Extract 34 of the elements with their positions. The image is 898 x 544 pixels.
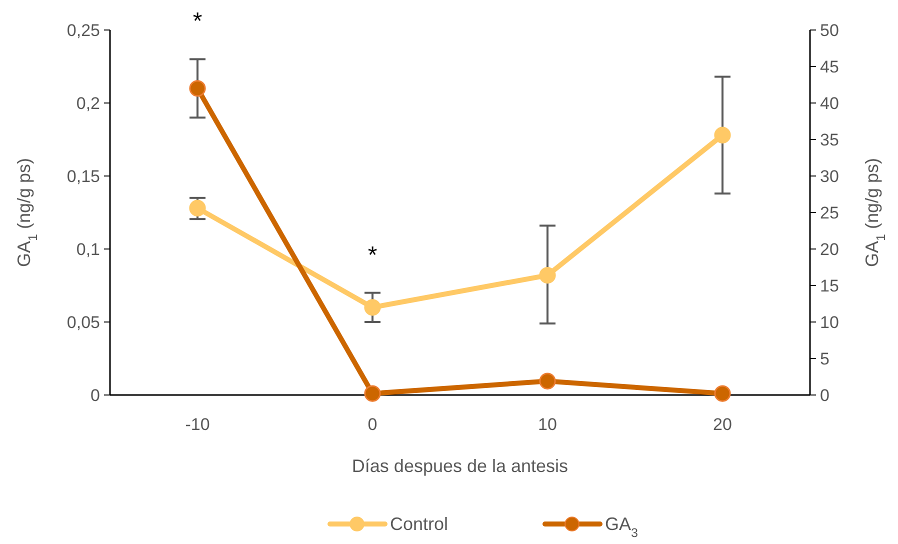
y2-tick-label: 40: [820, 94, 839, 113]
x-tick-label: 10: [538, 415, 557, 434]
y2-tick-label: 45: [820, 57, 839, 76]
y2-tick-label: 25: [820, 203, 839, 222]
y2-tick-label: 10: [820, 312, 839, 332]
y2-tick-label: 20: [820, 240, 839, 259]
y-tick-label: 0,05: [66, 312, 100, 332]
y-tick-label: 0,15: [66, 166, 100, 186]
point: [364, 385, 381, 402]
legend-label: Control: [390, 514, 448, 534]
annotation: *: [368, 242, 378, 269]
y2-tick-label: 0: [820, 386, 830, 405]
annotation: *: [192, 8, 202, 36]
y2-tick-label: 30: [820, 166, 839, 186]
y-tick-label: 0,2: [76, 94, 100, 113]
legend-label: GA$_{3}$: [605, 514, 638, 540]
x-axis-title: Días despues de la antesis: [352, 456, 568, 476]
y-tick-label: 0: [90, 386, 100, 405]
point: [189, 200, 206, 216]
y-tick-label: 0,1: [76, 240, 100, 259]
point: [539, 372, 556, 390]
point: [189, 80, 206, 97]
y2-tick-label: 15: [820, 276, 839, 296]
point: [714, 385, 731, 402]
point: [539, 266, 556, 284]
y2-tick-label: 35: [820, 130, 839, 150]
point: [364, 299, 381, 316]
x-tick-label: -10: [185, 415, 210, 434]
y2-tick-label: 5: [820, 349, 830, 368]
y-tick-label: 0,25: [66, 20, 100, 40]
y2-tick-label: 50: [820, 20, 839, 40]
x-tick-label: 20: [713, 415, 732, 434]
x-tick-label: 0: [368, 415, 378, 434]
point: [714, 126, 731, 144]
